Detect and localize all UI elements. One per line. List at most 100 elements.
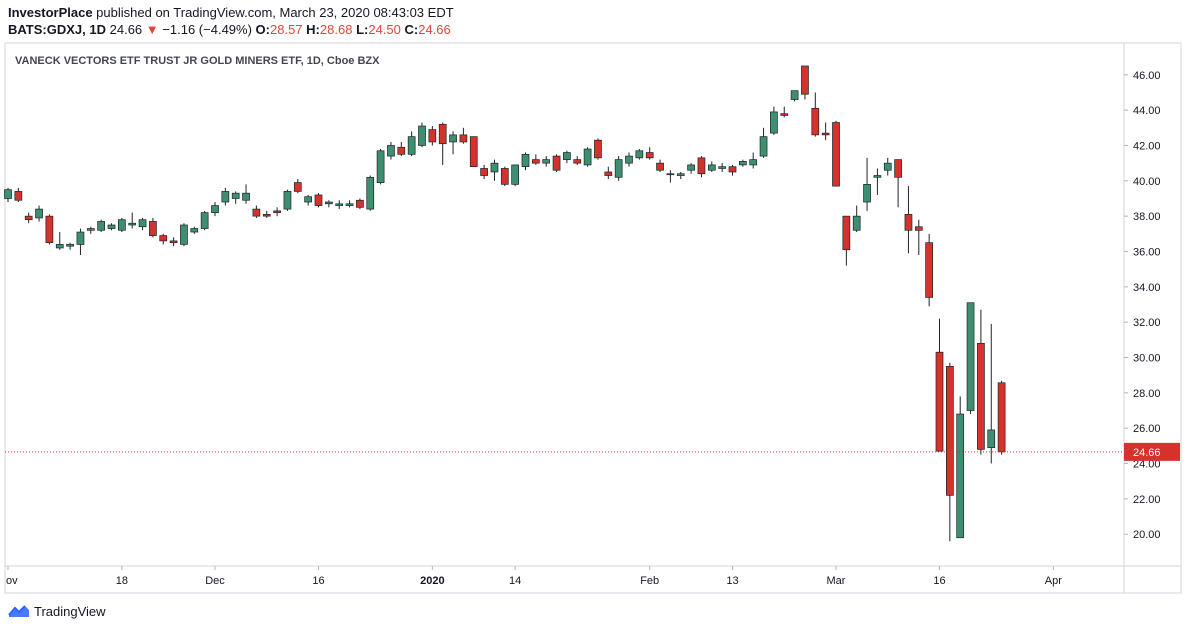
candle-up bbox=[490, 159, 499, 181]
candle-body bbox=[138, 219, 147, 228]
candle-body bbox=[821, 132, 830, 136]
candle-body bbox=[852, 215, 861, 231]
candle-up bbox=[200, 210, 209, 231]
candle-down bbox=[801, 65, 809, 100]
x-tick-label: 16 bbox=[933, 575, 945, 587]
candle-body bbox=[718, 166, 727, 169]
candle-body bbox=[687, 164, 695, 171]
candle-body bbox=[211, 205, 219, 213]
y-tick-label: 34.00 bbox=[1133, 282, 1161, 294]
candle-down bbox=[262, 210, 271, 218]
candle-body bbox=[366, 176, 375, 210]
candle-body bbox=[956, 413, 965, 539]
chart-title: VANECK VECTORS ETF TRUST JR GOLD MINERS … bbox=[15, 55, 380, 67]
x-tick-label: Feb bbox=[640, 575, 659, 587]
candle-body bbox=[304, 196, 312, 203]
candle-up bbox=[987, 323, 996, 464]
candle-body bbox=[86, 228, 95, 231]
candle-body bbox=[594, 139, 602, 159]
candle-up bbox=[790, 90, 799, 102]
y-tick-label: 20.00 bbox=[1133, 529, 1161, 541]
candle-body bbox=[521, 153, 530, 168]
candle-up bbox=[749, 152, 758, 169]
candle-down bbox=[459, 127, 468, 144]
candle-up bbox=[211, 202, 219, 217]
candle-body bbox=[159, 235, 168, 242]
candle-up bbox=[304, 194, 312, 206]
x-tick-label: 18 bbox=[116, 575, 128, 587]
candle-down bbox=[945, 362, 954, 542]
x-tick-label: 16 bbox=[312, 575, 324, 587]
candle-body bbox=[418, 125, 426, 146]
y-tick-label: 30.00 bbox=[1133, 353, 1161, 365]
candle-down bbox=[469, 136, 478, 168]
candle-body bbox=[914, 226, 923, 231]
candle-body bbox=[656, 162, 664, 171]
y-tick-label: 24.00 bbox=[1133, 459, 1161, 471]
candle-down bbox=[428, 126, 437, 146]
candle-body bbox=[356, 199, 364, 208]
candle-body bbox=[14, 191, 23, 201]
candle-body bbox=[169, 240, 178, 244]
candle-up bbox=[345, 200, 354, 208]
candle-down bbox=[925, 233, 934, 307]
candle-body bbox=[925, 242, 934, 298]
candle-down bbox=[252, 205, 261, 218]
candle-up bbox=[376, 149, 385, 185]
candle-up bbox=[325, 200, 333, 208]
candle-body bbox=[66, 244, 74, 247]
candle-up bbox=[687, 163, 695, 174]
candle-up bbox=[117, 217, 126, 233]
candle-body bbox=[749, 159, 758, 166]
candle-body bbox=[262, 214, 271, 217]
candle-down bbox=[480, 164, 488, 180]
candle-up bbox=[852, 205, 861, 233]
candle-body bbox=[190, 228, 199, 233]
footer-brand[interactable]: TradingView bbox=[8, 603, 106, 619]
candle-body bbox=[314, 194, 323, 206]
x-tick-label: Dec bbox=[205, 575, 225, 587]
candle-body bbox=[697, 157, 706, 175]
x-tick-label: 14 bbox=[509, 575, 521, 587]
candle-down bbox=[314, 193, 323, 208]
candle-up bbox=[625, 152, 633, 167]
candle-body bbox=[573, 159, 582, 164]
candle-body bbox=[790, 90, 799, 100]
candle-body bbox=[200, 212, 209, 229]
candle-body bbox=[604, 171, 613, 176]
candle-up bbox=[449, 131, 457, 155]
candle-body bbox=[770, 111, 778, 134]
candle-body bbox=[387, 145, 395, 157]
close-value: 24.66 bbox=[418, 22, 451, 37]
candle-body bbox=[987, 429, 996, 448]
published-text: published on TradingView.com, March 23, … bbox=[96, 5, 454, 20]
candle-body bbox=[977, 343, 985, 450]
candle-up bbox=[221, 187, 230, 206]
candle-down bbox=[842, 215, 851, 266]
candle-body bbox=[500, 168, 509, 185]
down-arrow-icon: ▼ bbox=[145, 22, 159, 37]
candle-body bbox=[873, 175, 882, 178]
candle-body bbox=[759, 136, 768, 157]
candle-body bbox=[55, 244, 64, 249]
candle-up bbox=[66, 242, 74, 250]
candle-up bbox=[511, 164, 519, 187]
candle-body bbox=[180, 224, 188, 245]
candle-body bbox=[231, 192, 240, 199]
last-price: 24.66 bbox=[109, 22, 143, 37]
publish-info: InvestorPlace published on TradingView.c… bbox=[8, 5, 454, 20]
candle-up bbox=[107, 223, 116, 231]
candle-body bbox=[511, 164, 519, 185]
candle-body bbox=[552, 155, 561, 171]
y-tick-label: 36.00 bbox=[1133, 246, 1161, 258]
candle-body bbox=[335, 203, 344, 206]
candle-body bbox=[738, 161, 747, 166]
open-label: O: bbox=[255, 22, 270, 37]
candle-up bbox=[190, 226, 199, 234]
candle-up bbox=[180, 223, 188, 247]
candle-down bbox=[728, 164, 737, 176]
low-value: 24.50 bbox=[368, 22, 401, 37]
candle-up bbox=[35, 205, 43, 222]
candle-up bbox=[707, 161, 716, 172]
